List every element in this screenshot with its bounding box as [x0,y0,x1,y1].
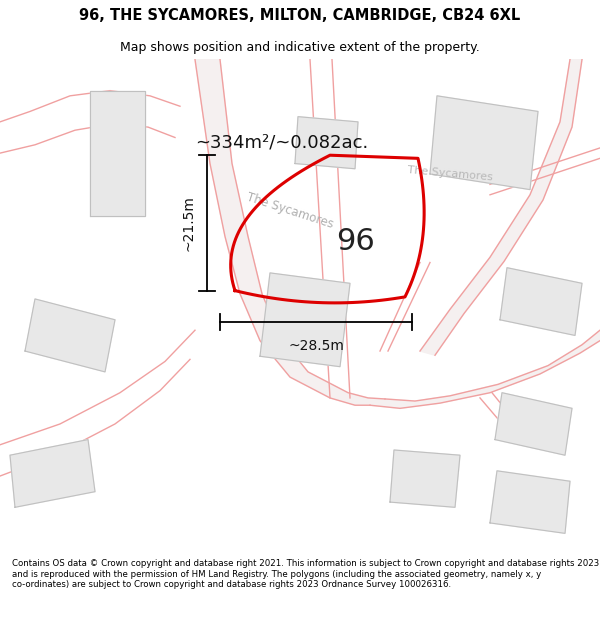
Text: Contains OS data © Crown copyright and database right 2021. This information is : Contains OS data © Crown copyright and d… [12,559,599,589]
Polygon shape [370,330,600,408]
Polygon shape [490,471,570,533]
Polygon shape [430,96,538,189]
Text: 96: 96 [335,227,374,256]
Text: ~334m²/~0.082ac.: ~334m²/~0.082ac. [195,134,368,152]
Polygon shape [295,117,358,169]
Polygon shape [10,439,95,508]
Polygon shape [260,273,350,367]
Polygon shape [195,59,385,405]
Polygon shape [500,268,582,336]
Polygon shape [90,91,145,216]
Polygon shape [420,59,582,355]
Text: ~21.5m: ~21.5m [181,195,195,251]
Polygon shape [390,450,460,508]
Polygon shape [495,392,572,455]
Text: ~28.5m: ~28.5m [288,339,344,352]
Polygon shape [25,299,115,372]
Text: Map shows position and indicative extent of the property.: Map shows position and indicative extent… [120,41,480,54]
Text: 96, THE SYCAMORES, MILTON, CAMBRIDGE, CB24 6XL: 96, THE SYCAMORES, MILTON, CAMBRIDGE, CB… [79,8,521,23]
Text: The Sycamores: The Sycamores [407,165,493,182]
Text: The Sycamores: The Sycamores [245,190,335,231]
